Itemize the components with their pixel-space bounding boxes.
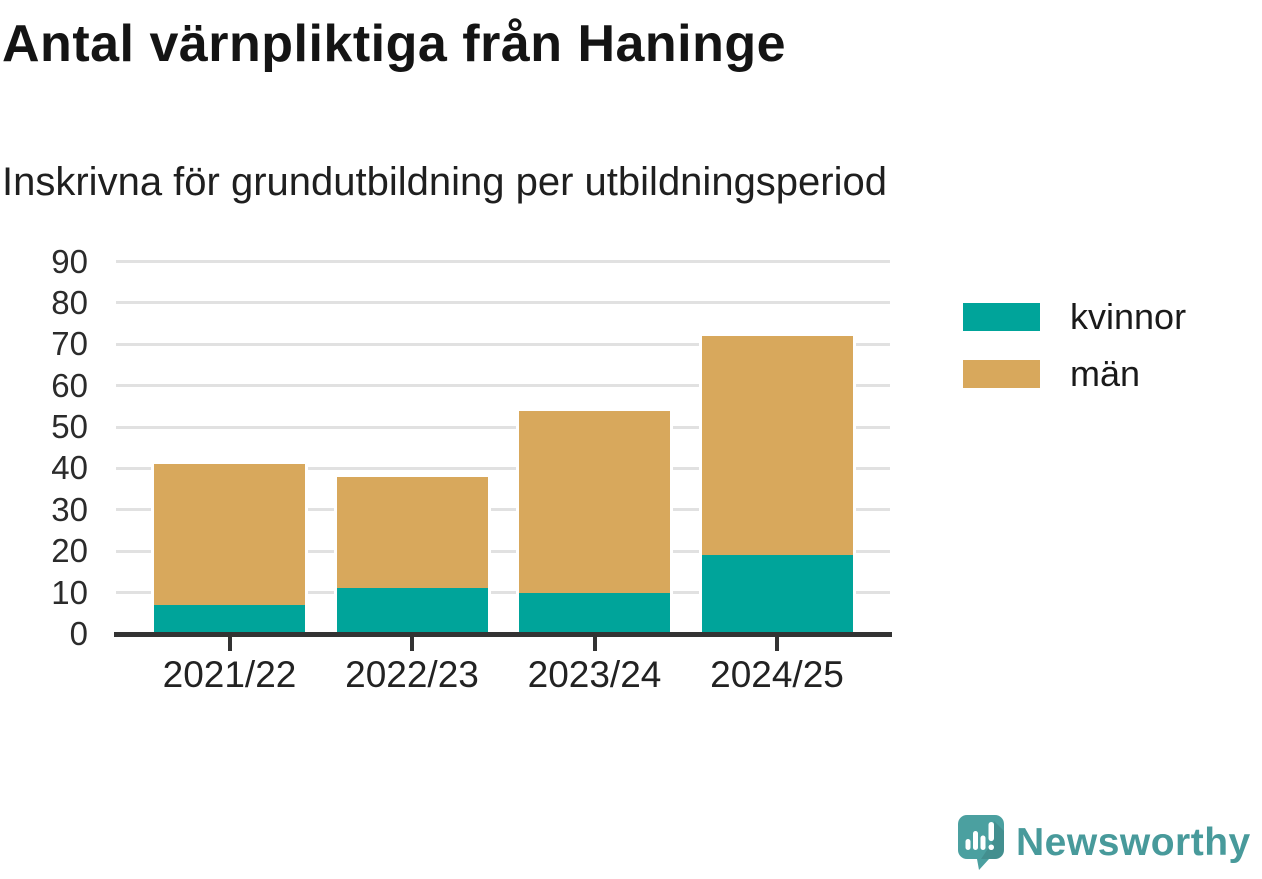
bar-segment-man xyxy=(154,464,305,606)
logo-text: Newsworthy xyxy=(1016,821,1251,864)
bar-segment-kvinnor xyxy=(701,555,853,634)
x-axis-tick-label: 2022/23 xyxy=(345,654,479,695)
gridline-y70 xyxy=(116,342,890,346)
newsworthy-logo: Newsworthy xyxy=(957,814,1251,871)
x-axis-tick xyxy=(592,636,597,651)
legend-label: män xyxy=(1070,353,1141,394)
y-axis-tick-label: 10 xyxy=(51,573,88,611)
chart-title: Antal värnpliktiga från Haninge xyxy=(2,15,787,73)
y-axis-tick-label: 70 xyxy=(51,325,88,363)
x-axis-line xyxy=(114,632,892,637)
legend-swatch xyxy=(963,303,1040,331)
y-axis-tick-label: 0 xyxy=(69,615,88,652)
x-axis-tick xyxy=(410,636,414,651)
gridline-y60 xyxy=(116,384,890,388)
gridline-y20 xyxy=(116,549,890,553)
bar-segment-kvinnor xyxy=(336,588,488,634)
bar-2024/25 xyxy=(698,336,856,634)
legend-item-män: män xyxy=(963,353,1140,394)
x-axis-tick-label: 2021/22 xyxy=(162,654,297,695)
gridline-y30 xyxy=(116,508,890,512)
legend-item-kvinnor: kvinnor xyxy=(963,296,1186,337)
y-axis-tick-label: 30 xyxy=(51,490,88,528)
x-axis-tick-label: 2024/25 xyxy=(710,654,844,695)
bar-2023/24 xyxy=(516,410,673,634)
x-axis-tick-label: 2023/24 xyxy=(527,654,662,695)
bar-2022/23 xyxy=(333,476,491,634)
y-axis-tick-label: 20 xyxy=(51,532,88,570)
legend-label: kvinnor xyxy=(1070,296,1187,337)
gridline-y50 xyxy=(116,425,890,429)
gridline-y90 xyxy=(116,260,890,263)
x-axis-tick xyxy=(775,636,779,651)
y-axis-tick-label: 90 xyxy=(51,242,88,280)
gridline-y40 xyxy=(116,466,890,470)
bar-2021/22 xyxy=(151,464,308,634)
bar-segment-man xyxy=(336,476,488,589)
x-axis-tick xyxy=(227,636,232,651)
y-axis-tick-label: 80 xyxy=(51,283,88,321)
gridline-y10 xyxy=(116,591,890,595)
bar-segment-kvinnor xyxy=(519,592,670,634)
chart-subtitle: Inskrivna för grundutbildning per utbild… xyxy=(2,160,887,204)
y-axis-tick-label: 40 xyxy=(51,449,88,487)
gridline-y80 xyxy=(116,301,890,305)
bar-segment-man xyxy=(701,336,853,556)
y-axis-tick-label: 50 xyxy=(51,408,88,446)
newsworthy-bar-chart-bubble-icon xyxy=(958,815,1004,870)
bar-segment-man xyxy=(519,410,670,593)
legend-swatch xyxy=(963,360,1040,388)
y-axis-tick-label: 60 xyxy=(51,366,88,404)
bar-segment-kvinnor xyxy=(154,605,305,634)
